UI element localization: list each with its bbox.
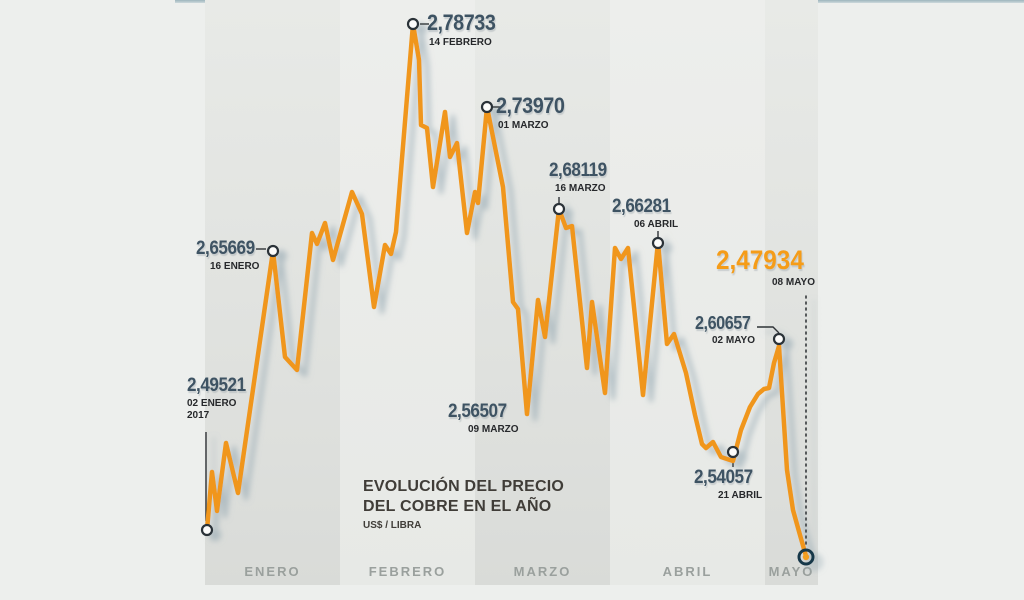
month-label-enero: ENERO (244, 564, 301, 579)
point-marker-dot-08-mayo (802, 553, 810, 561)
month-label-mayo: MAYO (768, 564, 815, 579)
chart-title-line1: EVOLUCIÓN DEL PRECIO (363, 478, 565, 495)
point-marker-01-marzo[interactable] (480, 100, 494, 114)
point-value: 2,49521 (187, 375, 246, 396)
point-label-02-mayo: 2,60657 02 MAYO (695, 313, 757, 346)
point-marker-02-enero[interactable] (200, 523, 214, 537)
point-marker-16-marzo[interactable] (552, 202, 566, 216)
month-label-abril: ABRIL (662, 564, 713, 579)
point-marker-21-abril[interactable] (726, 445, 740, 459)
point-value: 2,78733 (427, 10, 496, 35)
point-label-01-marzo: 2,73970 01 MARZO (496, 93, 572, 131)
point-value: 2,47934 (716, 245, 804, 275)
point-label-14-febrero: 2,78733 14 FEBRERO (427, 10, 503, 48)
point-label-16-enero: 2,65669 16 ENERO (196, 238, 261, 272)
point-value: 2,65669 (196, 238, 255, 259)
point-date: 08 MAYO (772, 277, 815, 288)
point-value: 2,60657 (695, 313, 751, 333)
point-date: 16 ENERO (210, 261, 260, 272)
point-label-08-mayo: 2,47934 08 MAYO (716, 245, 815, 288)
point-date: 02 ENERO (187, 398, 237, 409)
point-date: 01 MARZO (498, 120, 549, 131)
data-point-markers (200, 17, 815, 566)
point-marker-ring-08-mayo[interactable] (797, 548, 815, 566)
price-line (204, 21, 809, 559)
chart-title-line2: DEL COBRE EN EL AÑO (363, 498, 552, 515)
point-value: 2,68119 (549, 160, 607, 181)
point-label-06-abril: 2,66281 06 ABRIL (612, 196, 678, 230)
leader-02-mayo (757, 326, 780, 334)
point-date: 14 FEBRERO (429, 37, 492, 48)
point-value: 2,56507 (448, 401, 507, 422)
point-date: 16 MARZO (555, 183, 606, 194)
point-date: 02 MAYO (712, 335, 755, 346)
month-band-abril (610, 0, 765, 585)
month-band-marzo (475, 0, 610, 585)
point-value: 2,73970 (496, 93, 565, 118)
point-marker-02-mayo[interactable] (772, 332, 786, 346)
month-band-enero (205, 0, 340, 585)
point-date: 21 ABRIL (718, 490, 763, 501)
point-marker-06-abril[interactable] (651, 236, 665, 250)
chart-title: EVOLUCIÓN DEL PRECIO DEL COBRE EN EL AÑO… (363, 477, 564, 531)
point-label-09-marzo: 2,56507 09 MARZO (448, 401, 519, 435)
point-label-21-abril: 2,54057 21 ABRIL (694, 467, 762, 501)
month-label-febrero: FEBRERO (368, 564, 447, 579)
month-label-marzo: MARZO (513, 564, 572, 579)
point-year: 2017 (187, 410, 210, 421)
point-label-02-enero: 2,49521 02 ENERO 2017 (187, 375, 252, 421)
point-label-16-marzo: 2,68119 16 MARZO (549, 160, 613, 194)
point-value: 2,54057 (694, 467, 753, 488)
point-date: 09 MARZO (468, 424, 519, 435)
point-date: 06 ABRIL (634, 219, 679, 230)
point-marker-14-febrero[interactable] (406, 17, 420, 31)
point-value: 2,66281 (612, 196, 671, 217)
point-marker-16-enero[interactable] (266, 244, 280, 258)
chart-unit: US$ / LIBRA (363, 520, 422, 531)
